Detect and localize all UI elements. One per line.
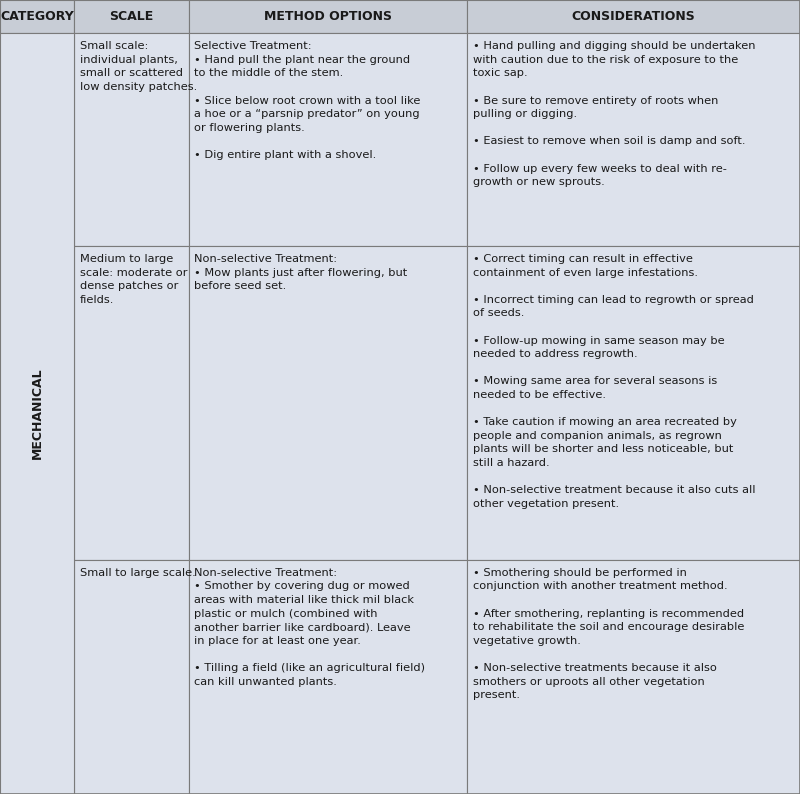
Bar	[74, 560, 189, 794]
Bar	[74, 246, 189, 560]
Bar	[467, 0, 800, 33]
Bar	[0, 0, 74, 33]
Bar	[189, 33, 467, 246]
Bar	[74, 0, 189, 33]
Bar	[189, 246, 467, 560]
Text: MECHANICAL: MECHANICAL	[30, 368, 44, 460]
Text: • Smothering should be performed in
conjunction with another treatment method.

: • Smothering should be performed in conj…	[473, 568, 744, 700]
Bar	[74, 33, 189, 246]
Text: Medium to large
scale: moderate or
dense patches or
fields.: Medium to large scale: moderate or dense…	[80, 254, 187, 305]
Bar	[467, 33, 800, 246]
Text: Selective Treatment:
• Hand pull the plant near the ground
to the middle of the : Selective Treatment: • Hand pull the pla…	[194, 41, 421, 160]
Text: Small scale:
individual plants,
small or scattered
low density patches.: Small scale: individual plants, small or…	[80, 41, 198, 92]
Bar	[467, 246, 800, 560]
Text: CATEGORY: CATEGORY	[0, 10, 74, 23]
Text: Small to large scale.: Small to large scale.	[80, 568, 196, 578]
Text: SCALE: SCALE	[110, 10, 154, 23]
Bar	[0, 33, 74, 794]
Text: CONSIDERATIONS: CONSIDERATIONS	[572, 10, 695, 23]
Text: • Correct timing can result in effective
containment of even large infestations.: • Correct timing can result in effective…	[473, 254, 755, 509]
Text: METHOD OPTIONS: METHOD OPTIONS	[264, 10, 392, 23]
Bar	[189, 0, 467, 33]
Bar	[189, 560, 467, 794]
Text: • Hand pulling and digging should be undertaken
with caution due to the risk of : • Hand pulling and digging should be und…	[473, 41, 755, 187]
Text: Non-selective Treatment:
• Smother by covering dug or mowed
areas with material : Non-selective Treatment: • Smother by co…	[194, 568, 426, 687]
Bar	[467, 560, 800, 794]
Text: Non-selective Treatment:
• Mow plants just after flowering, but
before seed set.: Non-selective Treatment: • Mow plants ju…	[194, 254, 408, 291]
